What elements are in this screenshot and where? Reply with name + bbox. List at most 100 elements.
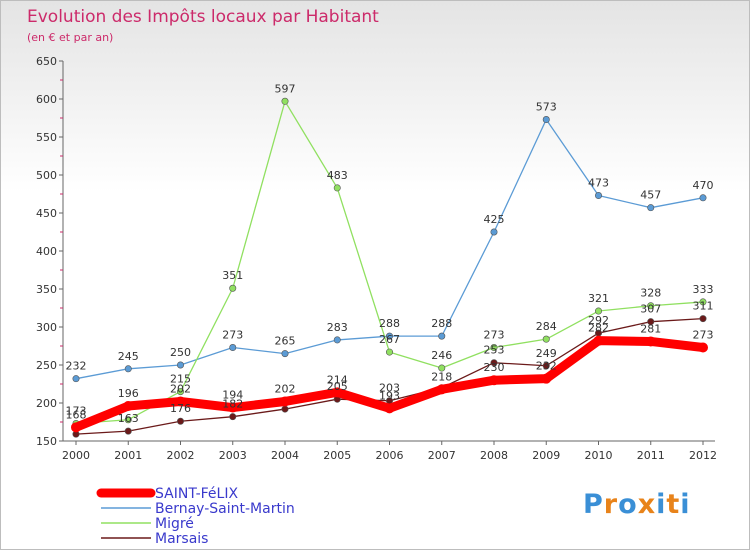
y-tick-label: 450 xyxy=(36,207,57,220)
data-point xyxy=(281,97,289,105)
data-point xyxy=(489,375,499,386)
series-2 xyxy=(72,97,707,428)
data-label: 351 xyxy=(222,269,243,282)
data-label: 282 xyxy=(588,322,609,335)
data-label: 163 xyxy=(118,412,139,425)
data-point xyxy=(229,284,237,292)
data-label: 288 xyxy=(379,317,400,330)
data-label: 203 xyxy=(379,382,400,395)
data-label: 473 xyxy=(588,177,609,190)
x-tick-label: 2000 xyxy=(62,449,90,462)
data-point xyxy=(332,387,343,398)
series-0 xyxy=(71,335,708,433)
logo-letter: r xyxy=(603,489,619,520)
data-point xyxy=(124,365,132,373)
data-label: 230 xyxy=(484,361,505,374)
data-point xyxy=(71,422,81,433)
data-label: 250 xyxy=(170,346,191,359)
legend-label: Migré xyxy=(155,516,194,532)
data-label: 470 xyxy=(693,179,714,192)
data-label: 168 xyxy=(66,408,87,421)
logo-letter: x xyxy=(637,489,657,520)
data-label: 265 xyxy=(275,335,296,348)
data-point xyxy=(229,413,237,421)
plot-area: 232 245 250 273 265 283 288 288 425 573 473 457 470 1… xyxy=(66,82,714,438)
logo-letter: i xyxy=(680,489,691,520)
x-tick-label: 2006 xyxy=(376,449,404,462)
legend-label: Marsais xyxy=(155,531,208,547)
data-point xyxy=(177,361,185,369)
x-tick-label: 2009 xyxy=(532,449,560,462)
data-label: 283 xyxy=(327,321,348,334)
data-point xyxy=(229,344,237,352)
y-tick-label: 200 xyxy=(36,397,57,410)
data-label: 288 xyxy=(431,317,452,330)
data-point xyxy=(594,307,602,315)
y-tick-label: 250 xyxy=(36,359,57,372)
data-label: 202 xyxy=(275,382,296,395)
chart-title: Evolution des Impôts locaux par Habitant xyxy=(27,7,379,27)
data-label: 273 xyxy=(484,329,505,342)
data-label: 307 xyxy=(640,303,661,316)
data-label: 425 xyxy=(484,213,505,226)
data-point xyxy=(436,384,447,395)
data-point xyxy=(647,302,655,310)
data-label: 214 xyxy=(327,373,348,386)
data-point xyxy=(123,401,134,412)
legend-label: SAINT-FéLIX xyxy=(155,486,238,502)
logo-letter: o xyxy=(618,489,638,520)
data-point xyxy=(490,228,498,236)
logo-letter: i xyxy=(656,489,667,520)
data-label: 245 xyxy=(118,350,139,363)
x-tick-label: 2004 xyxy=(271,449,299,462)
data-point xyxy=(177,388,185,396)
data-label: 573 xyxy=(536,101,557,114)
data-point xyxy=(280,396,290,407)
data-point xyxy=(175,396,186,407)
data-point xyxy=(699,194,707,202)
y-tick-label: 350 xyxy=(36,283,57,296)
y-tick-label: 150 xyxy=(36,435,57,448)
x-tick-label: 2003 xyxy=(219,449,247,462)
logo-letter: P xyxy=(583,489,604,520)
data-point xyxy=(542,362,550,370)
y-tick-label: 400 xyxy=(36,245,57,258)
data-label: 597 xyxy=(275,82,296,95)
data-label: 202 xyxy=(170,382,191,395)
data-point xyxy=(699,315,707,323)
data-point xyxy=(72,375,80,383)
x-tick-label: 2008 xyxy=(480,449,508,462)
data-label: 483 xyxy=(327,169,348,182)
data-label: 182 xyxy=(222,398,243,411)
data-point xyxy=(438,332,446,340)
data-label: 321 xyxy=(588,292,609,305)
legend: SAINT-FéLIXBernay-Saint-MartinMigréMarsa… xyxy=(96,486,295,547)
data-point xyxy=(593,335,604,346)
data-point xyxy=(281,405,289,413)
data-label: 176 xyxy=(170,402,191,415)
data-point xyxy=(281,350,289,358)
data-label: 273 xyxy=(222,329,243,342)
data-label: 173 xyxy=(66,405,87,418)
data-point xyxy=(698,342,708,353)
x-tick-label: 2007 xyxy=(428,449,456,462)
data-point xyxy=(490,344,498,352)
data-label: 284 xyxy=(536,320,557,333)
data-point xyxy=(333,336,341,344)
data-label: 457 xyxy=(640,189,661,202)
data-label: 281 xyxy=(640,322,661,335)
axes: 150 200 250 300 350 400 450 500 550 600 650 2000 200… xyxy=(36,55,717,462)
data-point xyxy=(438,364,446,372)
y-tick-label: 500 xyxy=(36,169,57,182)
data-label: 218 xyxy=(431,370,452,383)
y-tick-label: 300 xyxy=(36,321,57,334)
data-label: 193 xyxy=(379,389,400,402)
y-tick-label: 650 xyxy=(36,55,57,68)
data-point xyxy=(542,116,550,124)
data-point xyxy=(177,417,185,425)
data-label: 194 xyxy=(222,389,243,402)
data-point xyxy=(227,402,238,413)
x-tick-label: 2002 xyxy=(167,449,195,462)
logo-letter: t xyxy=(666,489,681,520)
data-point xyxy=(541,373,552,384)
